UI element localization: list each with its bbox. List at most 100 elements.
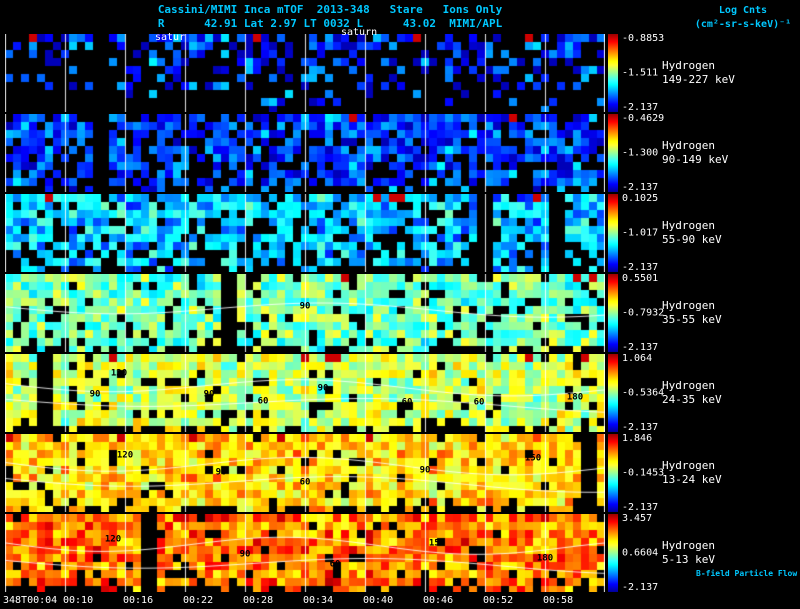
species-name: Hydrogen (662, 539, 715, 552)
spectrogram-canvas (5, 354, 605, 432)
colorbar-mid-label: -1.511 (622, 67, 659, 79)
spectrogram-panel: 0.1025 -1.017 -2.137 Hydrogen 55-90 keV (0, 193, 800, 273)
contour-label: 180 (566, 392, 584, 403)
time-tick-label: 348T00:04 (3, 595, 58, 606)
time-tick-label: 00:52 (483, 595, 514, 606)
contour-label: 120 (110, 368, 128, 378)
species-name: Hydrogen (662, 459, 715, 472)
contour-label: 90 (419, 465, 431, 476)
colorbar-max-label: 1.846 (622, 433, 653, 444)
species-name: Hydrogen (662, 379, 715, 392)
saturn-annotation: satur (155, 32, 186, 43)
colorbar (608, 434, 618, 512)
colorbar-min-label: -2.137 (622, 262, 659, 273)
colorbar (608, 274, 618, 352)
species-name: Hydrogen (662, 299, 715, 312)
spectrogram-canvas (5, 194, 605, 272)
contour-label: 150 (524, 453, 542, 464)
colorbar-min-label: -2.137 (622, 342, 659, 353)
time-tick-label: 00:10 (63, 595, 94, 606)
species-name: Hydrogen (662, 139, 715, 152)
species-name: Hydrogen (662, 219, 715, 232)
contour-label: 60 (401, 397, 413, 408)
colorbar-min-label: -2.137 (622, 182, 659, 193)
colorbar (608, 514, 618, 592)
channel-label: Hydrogen 55-90 keV (662, 219, 722, 247)
time-tick-label: 00:34 (303, 595, 334, 606)
colorbar (608, 114, 618, 192)
spectrogram-canvas (5, 34, 605, 112)
energy-range: 149-227 keV (662, 73, 735, 86)
colorbar (608, 354, 618, 432)
channel-label: Hydrogen 90-149 keV (662, 139, 728, 167)
contour-label: 60 (329, 559, 341, 570)
bfield-flow-label: B-field Particle Flow (696, 569, 798, 578)
colorbar-max-label: 1.064 (622, 353, 653, 364)
spectrogram-panel: -0.8853 -1.511 -2.137 Hydrogen 149-227 k… (0, 33, 800, 113)
time-tick-label: 00:28 (243, 595, 274, 606)
panels-container: -0.8853 -1.511 -2.137 Hydrogen 149-227 k… (0, 33, 800, 594)
colorbar-max-label: 0.5501 (622, 273, 659, 284)
contour-label: 90 (89, 389, 101, 400)
units-line2: (cm²-sr-s-keV)⁻¹ (694, 19, 792, 30)
species-name: Hydrogen (662, 59, 715, 72)
contour-label: 90 (317, 383, 329, 394)
channel-label: Hydrogen 13-24 keV (662, 459, 722, 487)
spectrogram-panel: 1.064 -0.5364 -2.137 Hydrogen 24-35 keV … (0, 353, 800, 433)
energy-range: 5-13 keV (662, 553, 715, 566)
spectrogram-canvas (5, 514, 605, 592)
time-tick-label: 00:16 (123, 595, 154, 606)
channel-label: Hydrogen 5-13 keV (662, 539, 715, 567)
spectrogram-panel: 0.5501 -0.7932 -2.137 Hydrogen 35-55 keV… (0, 273, 800, 353)
channel-label: Hydrogen 149-227 keV (662, 59, 735, 87)
contour-label: 90 (299, 301, 311, 312)
energy-range: 13-24 keV (662, 473, 722, 486)
colorbar-min-label: -2.137 (622, 422, 659, 433)
spectrogram-panel: 3.457 0.6604 -2.137 Hydrogen 5-13 keV 12… (0, 513, 800, 593)
colorbar-max-label: -0.4629 (622, 113, 665, 124)
colorbar-mid-label: -1.300 (622, 147, 659, 159)
colorbar-min-label: -2.137 (622, 582, 659, 593)
colorbar-mid-label: -0.7932 (622, 307, 665, 319)
energy-range: 35-55 keV (662, 313, 722, 326)
colorbar (608, 34, 618, 112)
channel-label: Hydrogen 35-55 keV (662, 299, 722, 327)
colorbar-mid-label: -1.017 (622, 227, 659, 239)
colorbar-mid-label: -0.5364 (622, 387, 665, 399)
colorbar-max-label: 3.457 (622, 513, 653, 524)
energy-range: 55-90 keV (662, 233, 722, 246)
contour-label: 150 (428, 538, 446, 549)
colorbar-max-label: 0.1025 (622, 193, 659, 204)
contour-label: 90 (203, 389, 215, 400)
spectrogram-canvas (5, 114, 605, 192)
contour-label: 90 (239, 549, 251, 560)
colorbar-max-label: -0.8853 (622, 33, 665, 44)
colorbar-units-label: Log Cnts (cm²-sr-s-keV)⁻¹ (688, 4, 798, 32)
colorbar (608, 194, 618, 272)
colorbar-mid-label: -0.1453 (622, 467, 665, 479)
contour-label: 120 (104, 534, 122, 545)
time-axis: 348T00:04 00:10 00:16 00:22 00:28 00:34 00:40 0… (0, 595, 800, 609)
spectrogram-panel: -0.4629 -1.300 -2.137 Hydrogen 90-149 ke… (0, 113, 800, 193)
ephemeris-line: R 42.91 Lat 2.97 LT 0032 L 43.02 MIMI/AP… (157, 17, 503, 30)
contour-label: 60 (257, 396, 269, 407)
saturn-annotation: saturn (341, 27, 378, 38)
units-line1: Log Cnts (718, 5, 768, 16)
contour-label: 60 (299, 477, 311, 488)
time-tick-label: 00:46 (423, 595, 454, 606)
channel-label: Hydrogen 24-35 keV (662, 379, 722, 407)
time-tick-label: 00:40 (363, 595, 394, 606)
energy-range: 90-149 keV (662, 153, 729, 166)
spectrogram-canvas (5, 434, 605, 512)
time-tick-label: 00:58 (543, 595, 574, 606)
spectrogram-canvas (5, 274, 605, 352)
contour-label: 90 (215, 467, 227, 478)
contour-label: 120 (116, 450, 134, 461)
colorbar-min-label: -2.137 (622, 502, 659, 513)
colorbar-mid-label: 0.6604 (622, 547, 659, 559)
contour-label: 180 (536, 553, 554, 564)
contour-label: 60 (473, 397, 485, 408)
spectrogram-panel: 1.846 -0.1453 -2.137 Hydrogen 13-24 keV … (0, 433, 800, 513)
page-title: Cassini/MIMI Inca mTOF 2013-348 Stare Io… (157, 3, 503, 16)
